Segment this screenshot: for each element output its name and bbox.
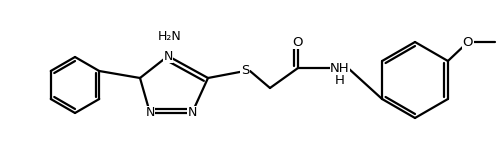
Text: N: N — [145, 106, 154, 119]
Text: H₂N: H₂N — [158, 29, 181, 42]
Text: S: S — [240, 65, 248, 78]
Text: N: N — [163, 49, 172, 62]
Text: O: O — [292, 35, 303, 48]
Text: H: H — [334, 73, 344, 86]
Text: O: O — [462, 35, 472, 48]
Text: N: N — [187, 106, 196, 119]
Text: NH: NH — [330, 61, 349, 74]
